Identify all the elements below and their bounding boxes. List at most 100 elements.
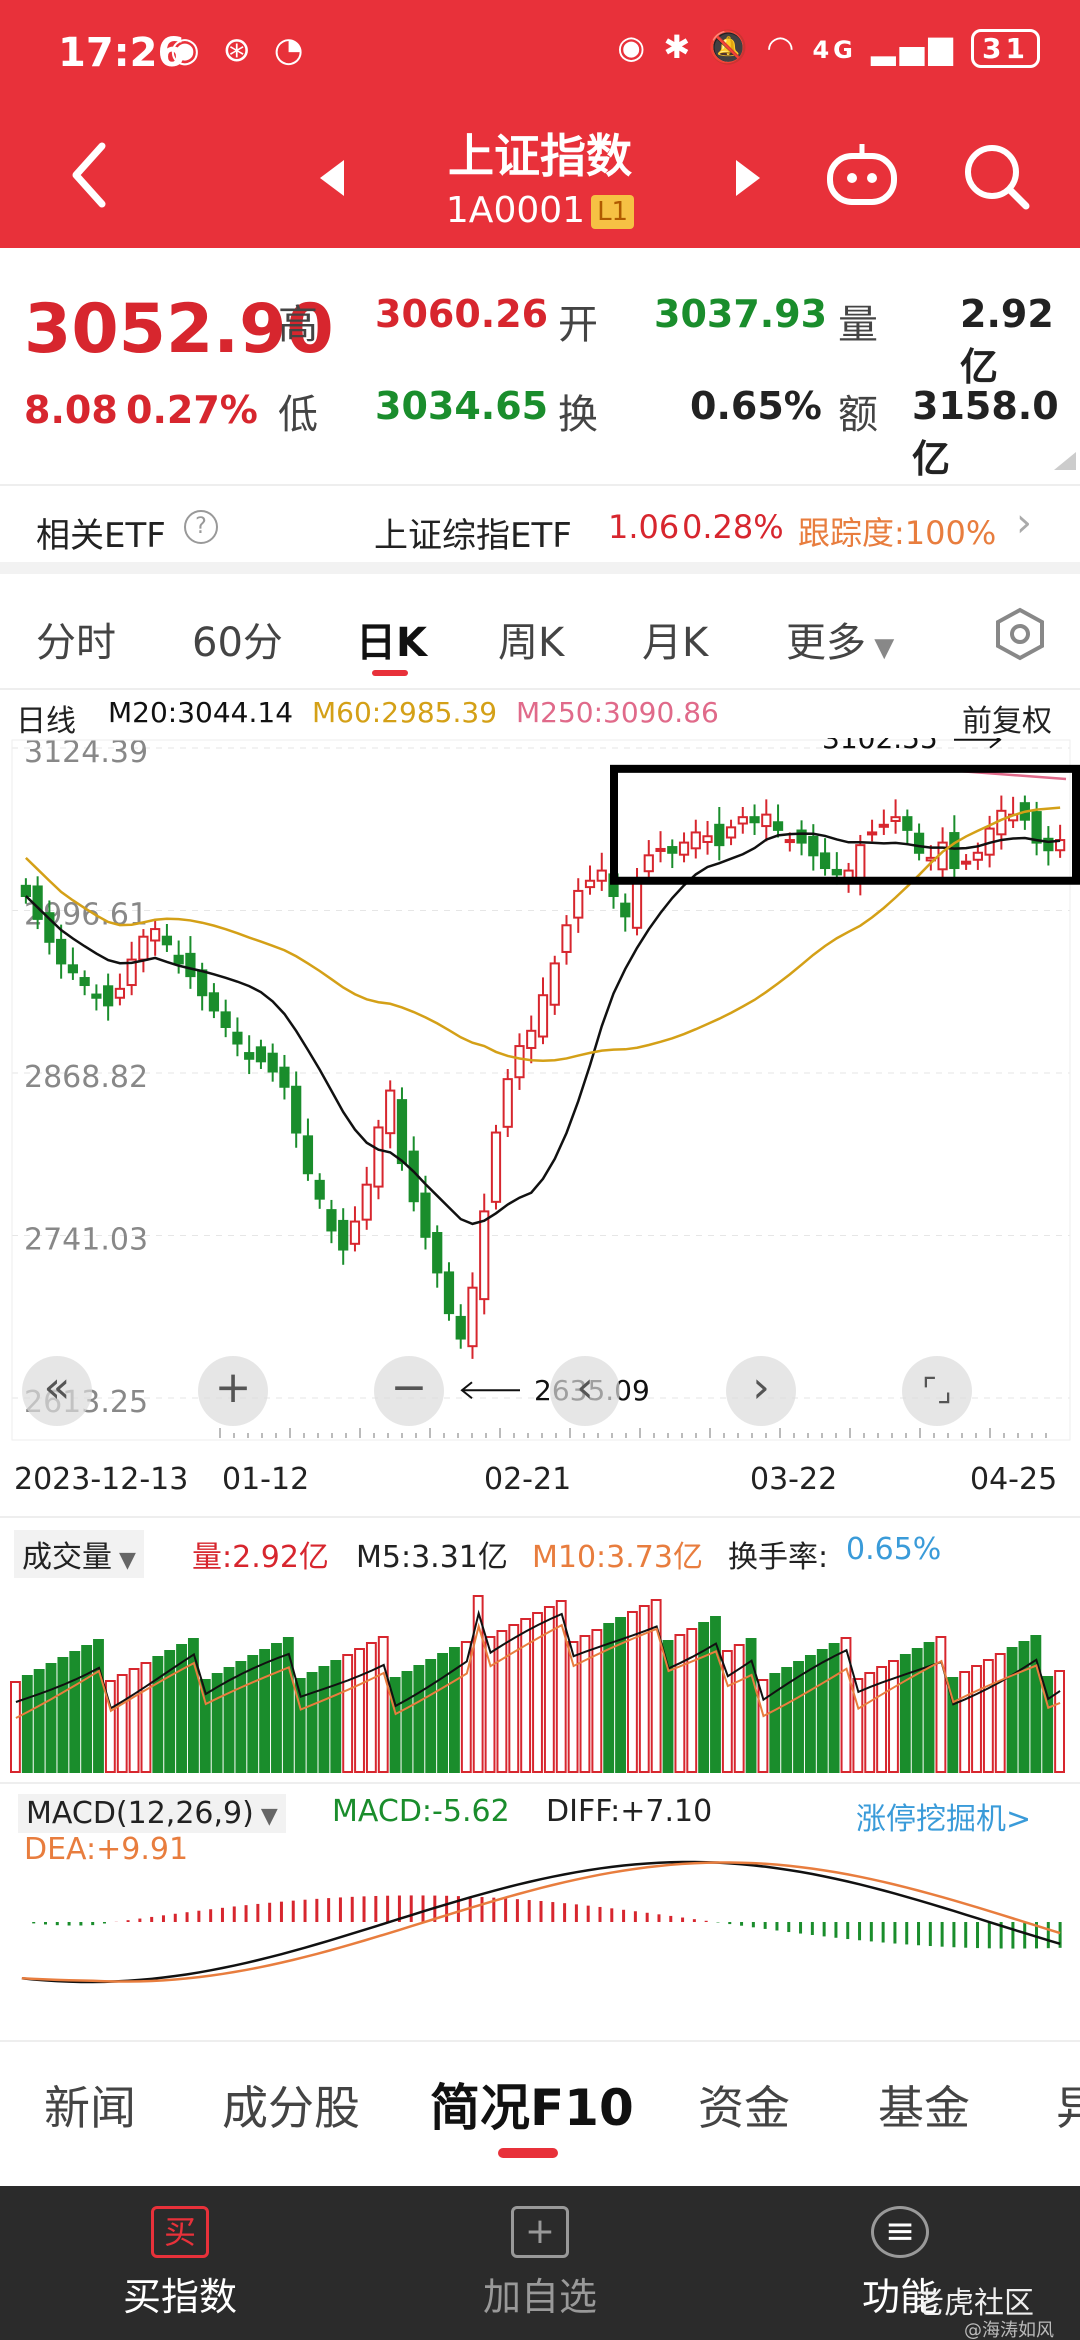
robot-assistant-icon[interactable]	[824, 140, 900, 210]
chart-settings-icon[interactable]	[992, 606, 1048, 662]
tab-constituents[interactable]: 成分股	[222, 2081, 360, 2135]
volume-bar	[816, 1649, 828, 1773]
volume-legend: 成交量 ▼ 量:2.92亿 M5:3.31亿 M10:3.73亿 换手率: 0.…	[0, 1516, 1080, 1578]
turnover-label: 换	[558, 392, 598, 438]
volume-bar	[164, 1650, 176, 1773]
volume-bar	[520, 1618, 532, 1773]
period-tabs: 分时 60分 日K 周K 月K 更多 ▼	[0, 600, 1080, 680]
candle-body	[878, 823, 889, 828]
scroll-left-icon[interactable]: ‹	[550, 1356, 620, 1426]
index-code-text: 1A0001	[445, 190, 586, 231]
candle-body	[631, 879, 643, 929]
volume-bar	[306, 1672, 318, 1773]
x-tick: 2023-12-13	[14, 1462, 189, 1497]
volume-bar	[1054, 1670, 1066, 1773]
functions-button[interactable]: ≡ 功能	[800, 2206, 1000, 2321]
page-title: 上证指数	[448, 129, 632, 183]
tab-intraday[interactable]: 分时	[36, 620, 116, 666]
candle-body	[855, 844, 866, 882]
candle-body	[361, 1183, 372, 1221]
candle-body	[808, 835, 819, 857]
turnover-rate-label: 换手率:	[728, 1540, 829, 1575]
candle-body	[326, 1209, 337, 1232]
status-notification-icons: ◉ ⊛ ◔	[170, 30, 310, 70]
volume-label: 成交量	[22, 1540, 112, 1575]
tab-abnormal[interactable]: 异	[1056, 2081, 1080, 2135]
add-watchlist-button[interactable]: + 加自选	[440, 2206, 640, 2321]
diff-line	[21, 1860, 1061, 1984]
candle-body	[396, 1099, 408, 1165]
volume-bar	[235, 1661, 247, 1773]
price-change-pct: 0.27%	[126, 388, 258, 432]
low-value: 3034.65	[375, 384, 549, 428]
scroll-right-icon[interactable]: ›	[726, 1356, 796, 1426]
candle-body	[561, 924, 572, 953]
add-label: 加自选	[482, 2275, 597, 2319]
tab-f10[interactable]: 简况F10	[430, 2079, 634, 2137]
prev-index-icon[interactable]	[318, 158, 348, 198]
tab-weekly[interactable]: 周K	[498, 620, 565, 666]
related-etf-bar[interactable]: 相关ETF ? 上证综指ETF 1.06 0.28% 跟踪度:100% ›	[0, 484, 1080, 574]
chevron-right-icon[interactable]: ›	[1016, 500, 1032, 546]
candle-body	[596, 869, 607, 882]
plus-square-icon: +	[511, 2206, 569, 2258]
current-price: 3052.90	[24, 290, 334, 369]
zoom-out-icon[interactable]: −	[374, 1356, 444, 1426]
kline-chart[interactable]: 3124.392996.612868.822741.032613.253102.…	[0, 738, 1080, 1450]
search-icon[interactable]	[962, 142, 1032, 212]
volume-bar	[69, 1651, 81, 1773]
dropdown-arrow-icon: ▼	[112, 1548, 136, 1573]
rewind-icon[interactable]: «	[22, 1356, 92, 1426]
etf-label: 相关ETF	[36, 516, 166, 556]
tab-monthly[interactable]: 月K	[642, 620, 709, 666]
volume-bar	[769, 1673, 781, 1773]
volume-bar	[626, 1611, 638, 1773]
volume-bar	[733, 1644, 745, 1773]
tab-daily[interactable]: 日K	[356, 620, 427, 666]
back-arrow-icon[interactable]	[70, 140, 110, 210]
indicator-select-macd[interactable]: MACD(12,26,9) ▼	[18, 1794, 286, 1833]
volume-bar	[223, 1667, 235, 1773]
volume-bar	[911, 1648, 923, 1773]
volume-bar	[1018, 1641, 1030, 1773]
x-tick: 02-21	[484, 1462, 572, 1497]
tab-news[interactable]: 新闻	[44, 2081, 136, 2135]
candle-body	[1055, 839, 1066, 852]
watermark: 老虎社区	[914, 2286, 1034, 2321]
tab-capital[interactable]: 资金	[698, 2081, 790, 2135]
volume-bar	[710, 1616, 721, 1773]
candle-body	[44, 912, 55, 943]
zoom-in-icon[interactable]: +	[198, 1356, 268, 1426]
macd-chart[interactable]	[0, 1842, 1080, 2026]
dea-value: DEA:+9.91	[24, 1832, 189, 1867]
buy-index-button[interactable]: 买 买指数	[80, 2206, 280, 2321]
tab-more[interactable]: 更多 ▼	[786, 610, 894, 668]
candle-body	[526, 1029, 537, 1049]
candle-body	[103, 985, 114, 1007]
volume-bar	[45, 1663, 57, 1773]
etf-name[interactable]: 上证综指ETF	[374, 516, 572, 556]
limit-up-link[interactable]: 涨停挖掘机>	[856, 1802, 1032, 1837]
fullscreen-icon[interactable]: ⌜⌟	[902, 1356, 972, 1426]
candle-body	[702, 835, 713, 843]
help-icon[interactable]: ?	[184, 510, 218, 544]
network-label: 4G	[812, 36, 857, 64]
volume-chart[interactable]	[0, 1572, 1080, 1778]
volume-bar	[93, 1639, 104, 1773]
volume-bar	[543, 1606, 555, 1773]
candle-body	[537, 994, 549, 1038]
indicator-select-volume[interactable]: 成交量 ▼	[14, 1530, 144, 1578]
x-tick: 03-22	[750, 1462, 838, 1497]
candle-body	[208, 992, 220, 1012]
volume-bar	[508, 1624, 520, 1773]
volume-bar	[33, 1669, 45, 1773]
candle-body	[314, 1179, 325, 1200]
candle-body	[385, 1089, 396, 1135]
tab-60min[interactable]: 60分	[192, 620, 283, 666]
tab-funds[interactable]: 基金	[878, 2081, 970, 2135]
next-index-icon[interactable]	[732, 158, 762, 198]
candle-body	[725, 826, 737, 839]
adjust-mode[interactable]: 前复权	[962, 704, 1052, 739]
volume-bar	[994, 1653, 1006, 1773]
volume-bar	[757, 1679, 769, 1773]
